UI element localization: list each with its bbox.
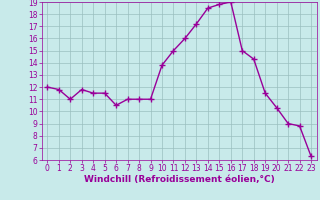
X-axis label: Windchill (Refroidissement éolien,°C): Windchill (Refroidissement éolien,°C) bbox=[84, 175, 275, 184]
